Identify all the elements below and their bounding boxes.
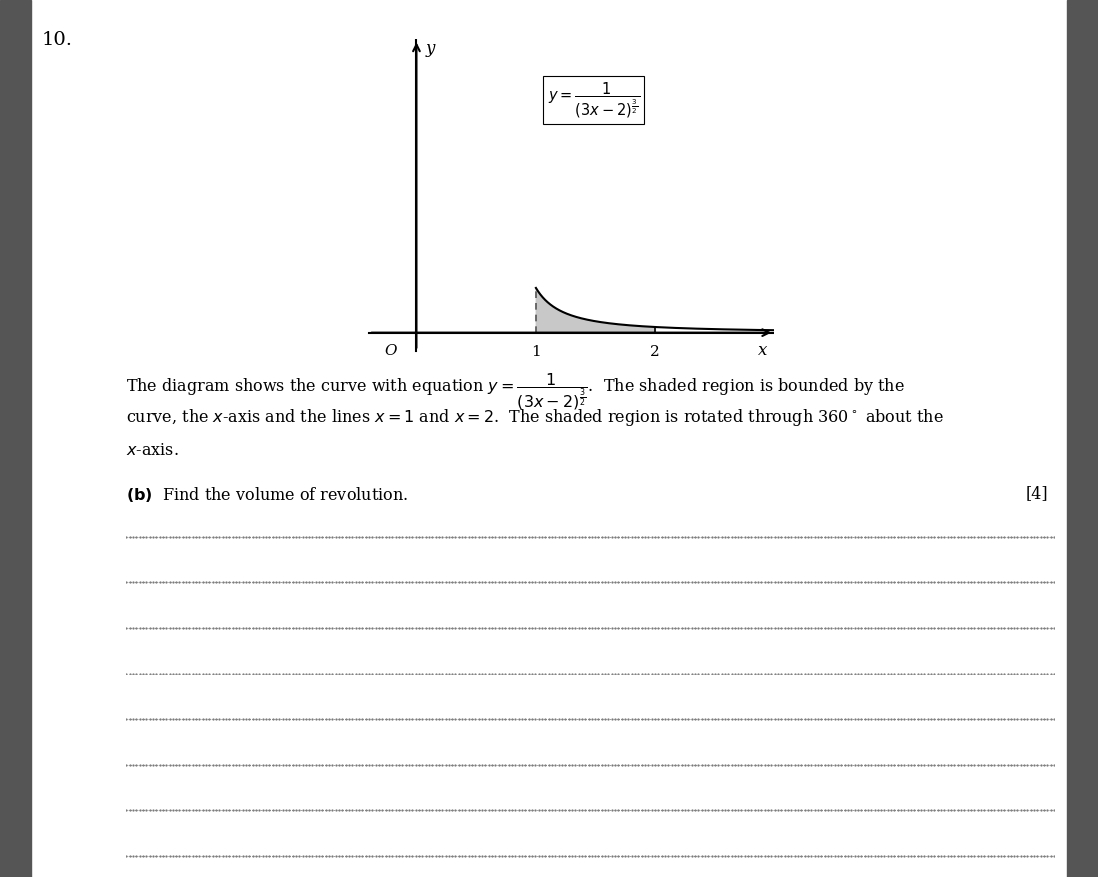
- Text: $\mathbf{(b)}$  Find the volume of revolution.: $\mathbf{(b)}$ Find the volume of revolu…: [126, 485, 408, 504]
- Text: x: x: [758, 342, 766, 360]
- Text: y: y: [426, 40, 436, 57]
- Text: O: O: [384, 344, 396, 358]
- Text: 10.: 10.: [42, 31, 72, 49]
- Text: The diagram shows the curve with equation $y = \dfrac{1}{(3x-2)^{\frac{3}{2}}}$.: The diagram shows the curve with equatio…: [126, 372, 905, 412]
- Text: curve, the $x$-axis and the lines $x = 1$ and $x = 2$.  The shaded region is rot: curve, the $x$-axis and the lines $x = 1…: [126, 407, 944, 428]
- Bar: [0, 0, 31, 877]
- Text: [4]: [4]: [1026, 485, 1049, 502]
- Text: 1: 1: [530, 345, 540, 359]
- Bar: [1067, 0, 1098, 877]
- Text: $y = \dfrac{1}{(3x-2)^{\frac{3}{2}}}$: $y = \dfrac{1}{(3x-2)^{\frac{3}{2}}}$: [548, 80, 640, 119]
- Text: $x$-axis.: $x$-axis.: [126, 442, 179, 459]
- Text: 2: 2: [650, 345, 660, 359]
